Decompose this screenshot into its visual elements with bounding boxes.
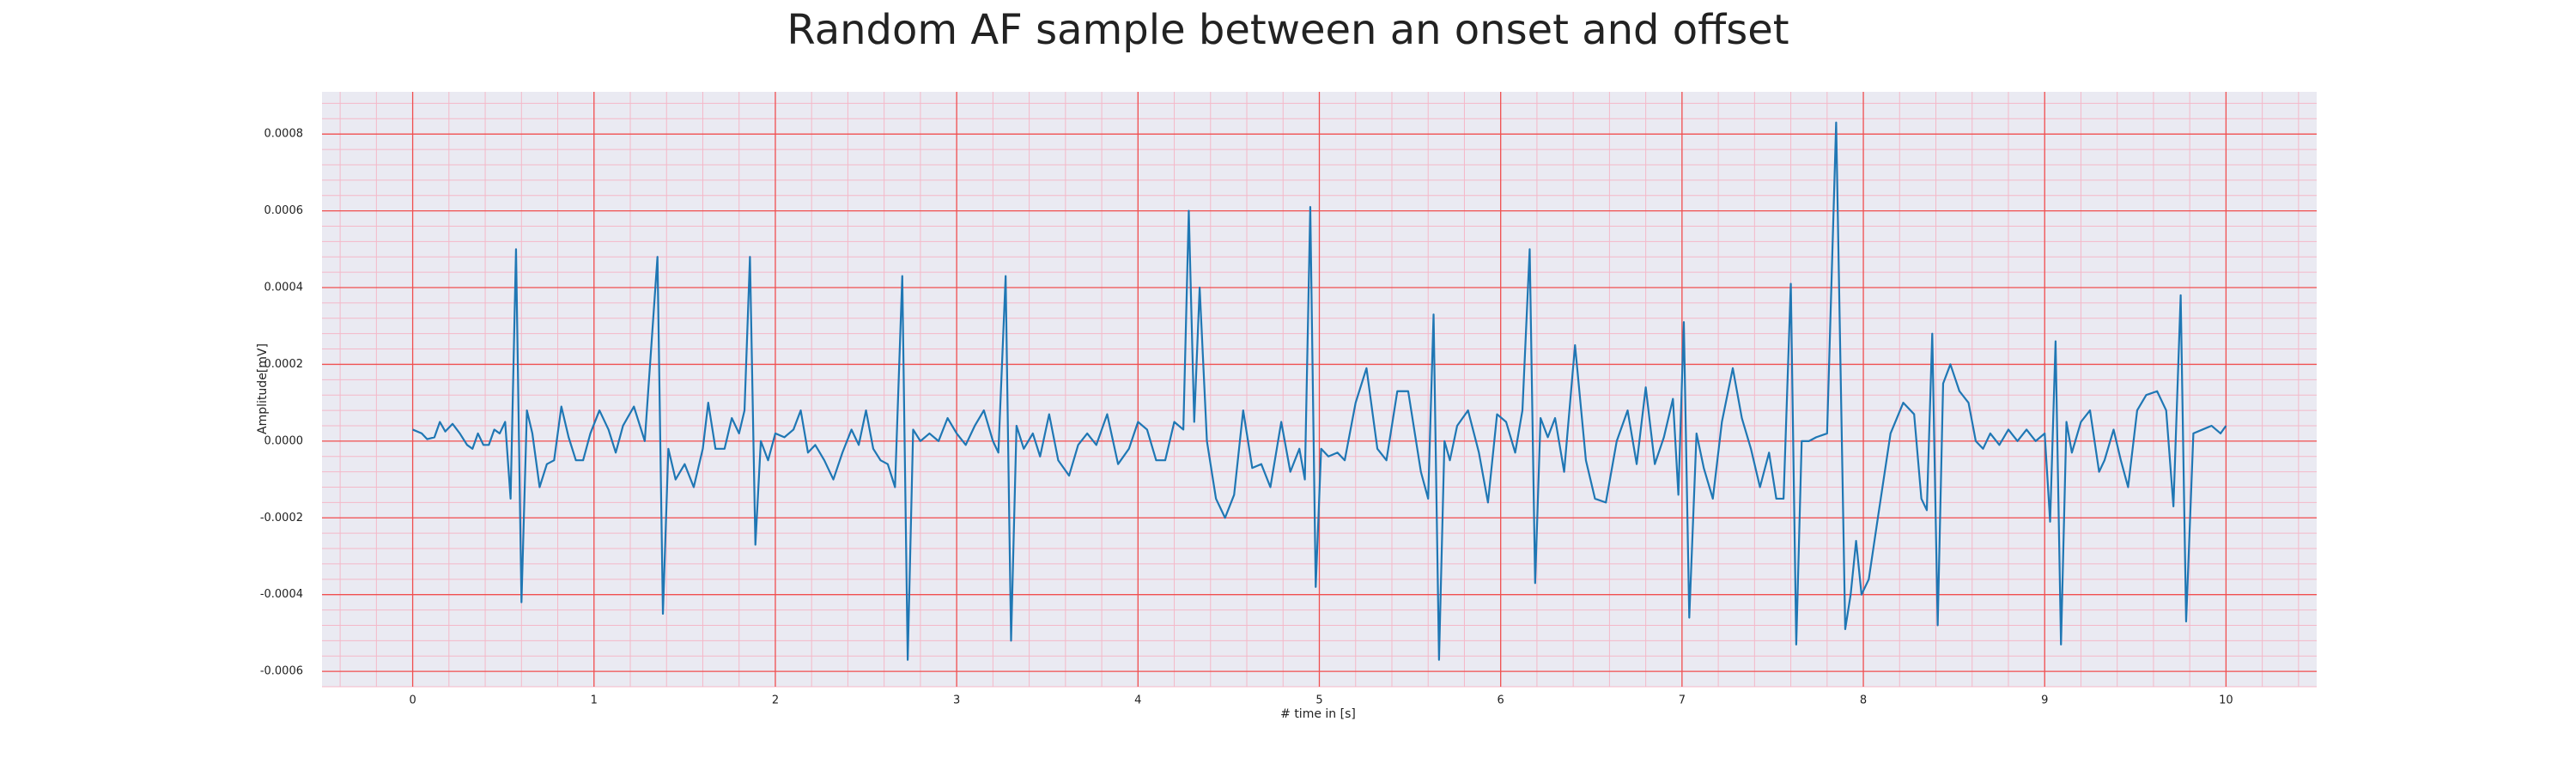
x-tick-label: 8 [1860,694,1867,707]
x-axis-label: # time in [s] [1280,707,1356,721]
x-tick-label: 5 [1315,694,1322,707]
y-tick-label: 0.0000 [264,434,304,447]
y-tick-label: -0.0002 [260,512,303,524]
x-tick-label: 1 [591,694,598,707]
y-tick-label: 0.0008 [264,128,304,141]
x-tick-label: 4 [1134,694,1141,707]
y-tick-label: 0.0006 [264,204,304,217]
y-tick-label: 0.0002 [264,358,304,371]
y-axis-label: Amplitude[mV] [256,343,270,434]
y-tick-label: -0.0004 [260,588,303,601]
x-tick-label: 9 [2041,694,2048,707]
x-tick-label: 6 [1498,694,1504,707]
x-tick-label: 0 [409,694,416,707]
y-tick-label: 0.0004 [264,282,304,294]
x-tick-label: 2 [772,694,779,707]
x-tick-label: 10 [2219,694,2233,707]
signal-line [412,121,2227,661]
x-tick-label: 7 [1679,694,1686,707]
x-tick-label: 3 [953,694,960,707]
y-tick-label: -0.0006 [260,665,303,678]
chart-title: Random AF sample between an onset and of… [787,6,1789,54]
plot-area [322,92,2317,688]
